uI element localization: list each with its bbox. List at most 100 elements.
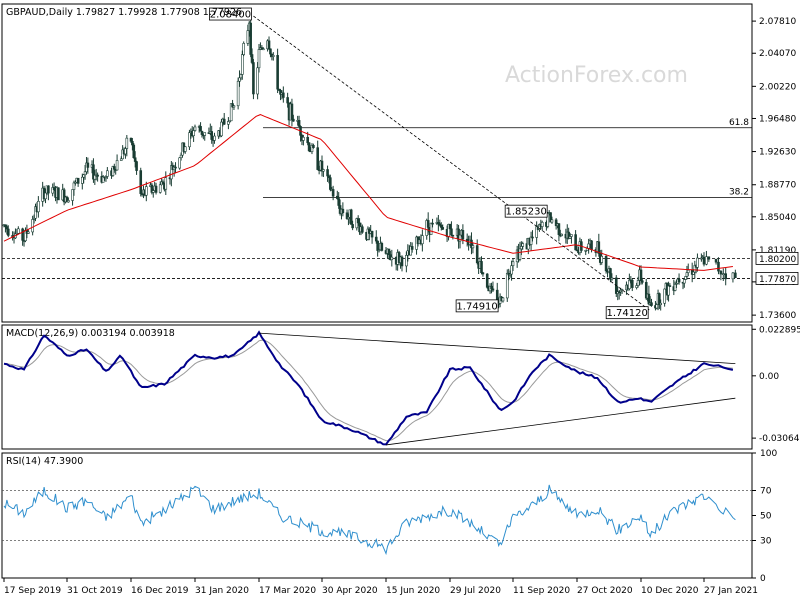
candle: [178, 157, 181, 170]
candle: [76, 177, 80, 187]
candle: [376, 240, 379, 257]
candle: [431, 218, 434, 228]
rsi-line: [3, 484, 736, 556]
candle: [511, 258, 515, 272]
candle: [154, 182, 158, 195]
candle: [276, 48, 279, 94]
candle: [200, 130, 204, 138]
annotation-box: 2.08400: [209, 7, 252, 21]
candle: [341, 202, 345, 217]
candle: [164, 171, 168, 195]
candle: [158, 181, 162, 194]
candle: [222, 112, 226, 125]
price-panel-frame: [1, 3, 753, 323]
price-tags: 1.80200 1.77870: [755, 251, 799, 285]
fib-label: 38.2: [729, 187, 749, 197]
candle: [113, 163, 116, 173]
candle: [241, 50, 244, 80]
price-y-tick-label: 2.00220: [759, 82, 796, 92]
candle: [170, 161, 173, 187]
candle: [521, 241, 525, 250]
candle: [27, 229, 30, 234]
macd-y-axis: 0.022895 0.00 -0.030645: [752, 325, 800, 444]
candle: [458, 234, 462, 249]
price-tag-label: 1.80200: [759, 255, 796, 265]
candle: [540, 220, 544, 231]
price-y-tick-label: 1.92630: [759, 148, 796, 158]
candle: [151, 188, 155, 198]
candle: [441, 224, 445, 231]
macd-y-tick-label: -0.030645: [759, 434, 800, 444]
candle: [658, 292, 661, 309]
x-tick-label: 31 Jan 2020: [195, 586, 249, 596]
candle: [470, 232, 473, 255]
candle: [668, 283, 672, 287]
candle: [125, 135, 129, 157]
rsi-y-tick-label: 0: [760, 574, 766, 584]
candle: [531, 230, 534, 242]
candle: [471, 243, 475, 254]
candle: [714, 258, 718, 265]
candle: [597, 233, 601, 257]
candle: [227, 117, 230, 130]
candle: [719, 270, 723, 281]
candle: [590, 240, 593, 253]
candle: [37, 196, 40, 218]
candle: [667, 281, 670, 302]
candle: [310, 143, 314, 155]
candle: [700, 253, 703, 262]
candle: [96, 172, 99, 182]
candle: [135, 160, 138, 175]
x-tick-label: 11 Sep 2020: [513, 586, 570, 596]
candle: [560, 233, 563, 237]
candle: [174, 162, 177, 174]
candle: [232, 105, 236, 110]
rsi-y-tick-label: 30: [760, 537, 772, 547]
candle: [696, 253, 699, 272]
macd-line: [3, 330, 734, 446]
candle: [650, 298, 653, 307]
price-y-tick-label: 1.81190: [759, 246, 796, 256]
candle: [461, 224, 465, 245]
candle: [410, 242, 414, 253]
candle: [584, 249, 588, 256]
candle: [630, 278, 634, 292]
candle: [316, 140, 320, 171]
annotation-label: 1.74120: [607, 308, 648, 319]
candle: [290, 98, 294, 127]
watermark: ActionForex.com: [505, 63, 688, 88]
x-tick-label: 29 Jul 2020: [450, 586, 501, 596]
candle: [67, 197, 70, 203]
candle: [57, 187, 60, 201]
candle: [351, 220, 354, 231]
candle: [192, 127, 195, 142]
candle: [546, 212, 550, 229]
x-tick-label: 27 Jan 2021: [704, 586, 758, 596]
macd-header: MACD(12,26,9) 0.003194 0.003918: [6, 328, 175, 339]
candle: [62, 187, 66, 206]
candle: [570, 234, 573, 244]
moving-average-line: [3, 114, 733, 271]
candle: [236, 77, 240, 110]
candle: [647, 285, 651, 306]
candle: [302, 134, 305, 146]
candles: [2, 20, 737, 311]
candle: [731, 271, 735, 283]
price-annotations: 2.08400 1.85230 1.74910 1.74120: [209, 7, 649, 319]
candle: [292, 114, 295, 122]
candle: [349, 208, 353, 225]
candle: [21, 227, 24, 246]
candle: [609, 267, 612, 283]
candle: [557, 223, 561, 242]
macd-trendline: [258, 332, 736, 365]
candle: [307, 142, 311, 152]
price-y-tick-label: 1.88770: [759, 181, 796, 191]
price-levels: [2, 257, 752, 279]
annotation-label: 1.85230: [505, 207, 546, 218]
rsi-panel-frame: [1, 452, 753, 579]
candle: [256, 62, 259, 100]
x-tick-label: 17 Mar 2020: [259, 586, 316, 596]
x-tick-label: 27 Oct 2020: [577, 586, 633, 596]
candle: [485, 273, 489, 289]
